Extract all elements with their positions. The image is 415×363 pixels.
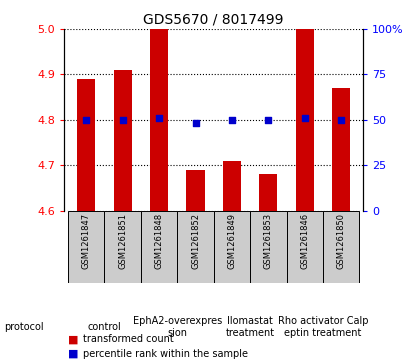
Point — [83, 117, 90, 123]
Text: GSM1261852: GSM1261852 — [191, 213, 200, 269]
Bar — [177, 211, 214, 283]
Text: Ilomastat
treatment: Ilomastat treatment — [226, 316, 275, 338]
Point — [302, 115, 308, 121]
Text: GSM1261847: GSM1261847 — [82, 213, 91, 269]
Bar — [186, 170, 205, 211]
Bar — [332, 88, 350, 211]
Bar — [296, 29, 314, 211]
Bar — [77, 79, 95, 211]
Point — [156, 115, 162, 121]
Text: GSM1261851: GSM1261851 — [118, 213, 127, 269]
Text: control: control — [88, 322, 121, 332]
Point — [265, 117, 272, 123]
Bar — [214, 211, 250, 283]
Text: GSM1261848: GSM1261848 — [154, 213, 164, 269]
Point — [338, 117, 344, 123]
Bar — [141, 211, 177, 283]
Bar — [150, 29, 168, 211]
Bar — [323, 211, 359, 283]
Bar — [114, 70, 132, 211]
Text: EphA2-overexpres
sion: EphA2-overexpres sion — [133, 316, 222, 338]
Text: protocol: protocol — [4, 322, 44, 332]
Point — [192, 121, 199, 126]
Title: GDS5670 / 8017499: GDS5670 / 8017499 — [144, 12, 284, 26]
Bar — [105, 211, 141, 283]
Text: GSM1261849: GSM1261849 — [227, 213, 237, 269]
Text: transformed count: transformed count — [83, 334, 174, 344]
Bar — [250, 211, 287, 283]
Text: GSM1261850: GSM1261850 — [337, 213, 346, 269]
Text: ■: ■ — [68, 334, 79, 344]
Text: GSM1261853: GSM1261853 — [264, 213, 273, 269]
Bar — [223, 160, 241, 211]
Point — [119, 117, 126, 123]
Bar — [68, 211, 105, 283]
Text: ■: ■ — [68, 349, 79, 359]
Text: percentile rank within the sample: percentile rank within the sample — [83, 349, 248, 359]
Point — [229, 117, 235, 123]
Bar — [259, 174, 278, 211]
Text: GSM1261846: GSM1261846 — [300, 213, 309, 269]
Bar — [287, 211, 323, 283]
Text: Rho activator Calp
eptin treatment: Rho activator Calp eptin treatment — [278, 316, 368, 338]
